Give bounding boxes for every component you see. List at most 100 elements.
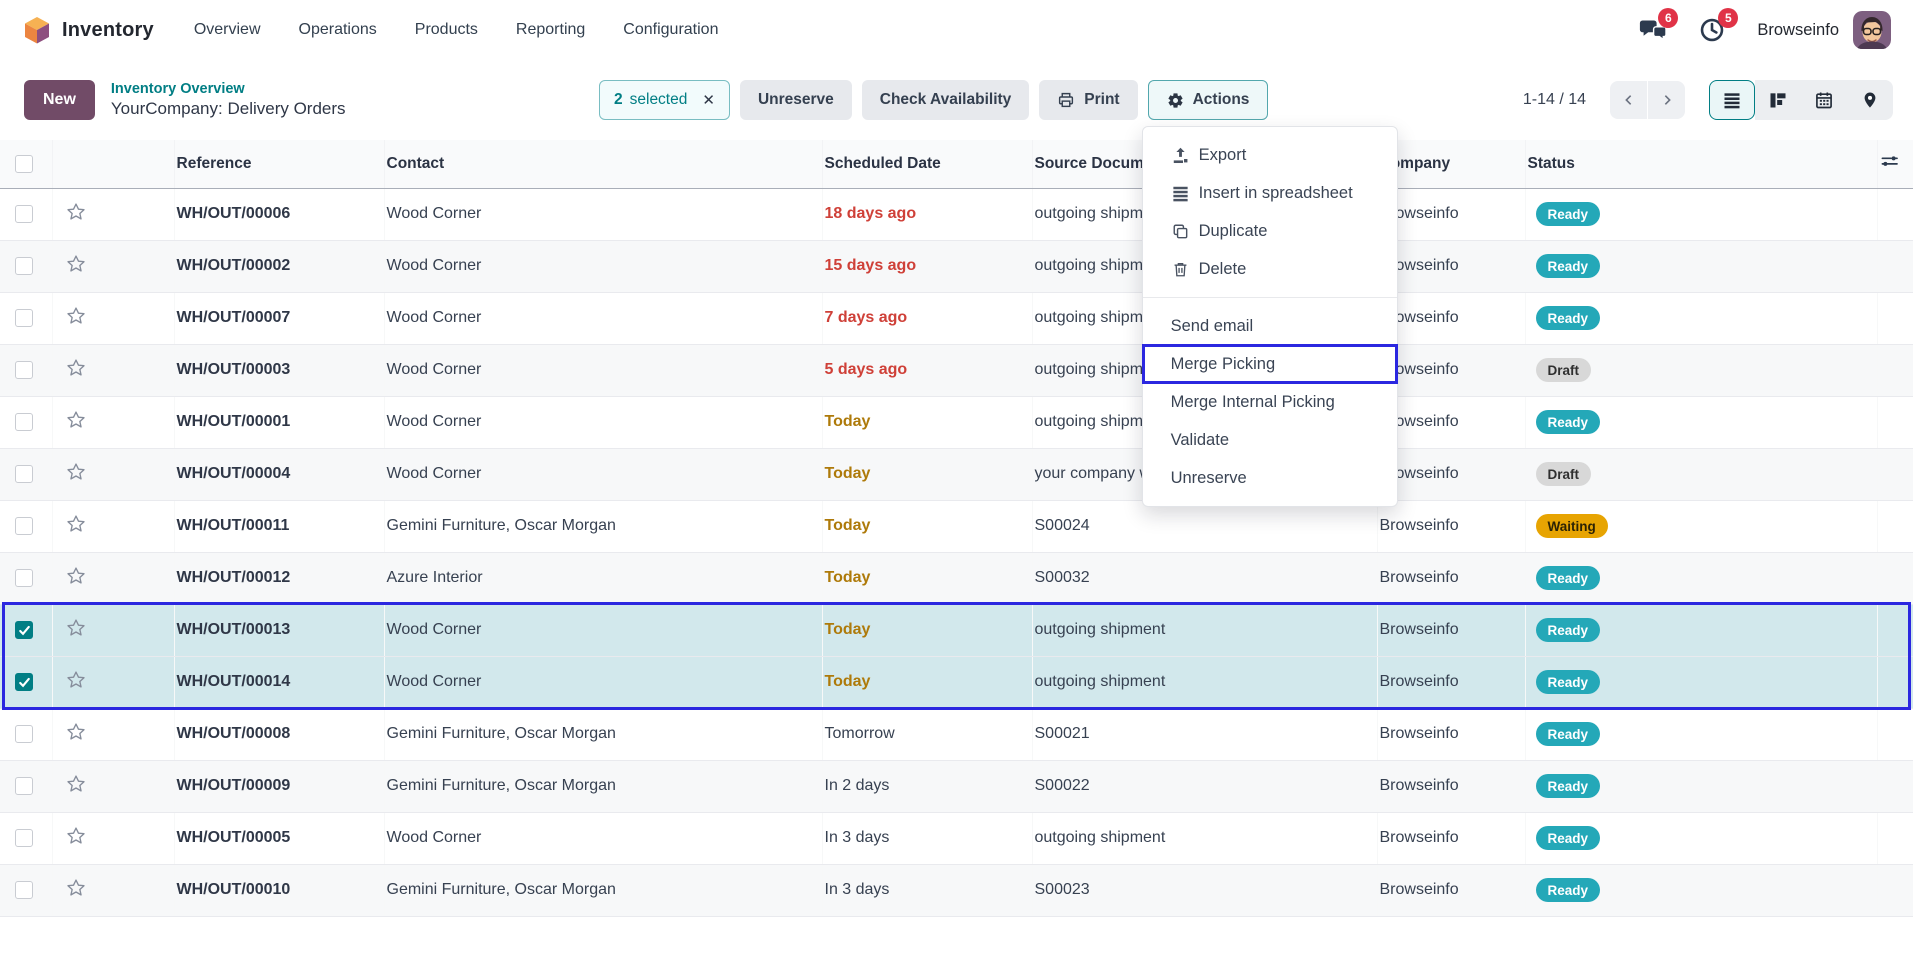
row-checkbox[interactable] (15, 829, 33, 847)
row-checkbox[interactable] (15, 569, 33, 587)
activities-count-badge: 5 (1718, 8, 1739, 28)
optional-columns-button[interactable] (1877, 140, 1913, 189)
menu-item-validate[interactable]: Validate (1143, 421, 1397, 459)
favorite-star-icon[interactable] (65, 617, 87, 639)
table-row[interactable]: WH/OUT/00009 Gemini Furniture, Oscar Morg… (0, 760, 1913, 813)
unreserve-button[interactable]: Unreserve (739, 80, 852, 120)
pager-range[interactable]: 1-14 / 14 (1522, 91, 1586, 108)
row-checkbox[interactable] (15, 673, 33, 691)
favorite-star-icon[interactable] (65, 305, 87, 327)
table-row[interactable]: WH/OUT/00012 Azure Interior Today S00032 Bro… (0, 552, 1913, 605)
row-checkbox[interactable] (15, 517, 33, 535)
row-checkbox[interactable] (15, 309, 33, 327)
cell-scheduled-date: 7 days ago (822, 292, 1032, 345)
table-row[interactable]: WH/OUT/00002 Wood Corner 15 days ago outgoi… (0, 240, 1913, 293)
messages-button[interactable]: 6 (1637, 8, 1679, 45)
column-header-reference[interactable]: Reference (174, 140, 384, 189)
column-header-company[interactable]: Company (1377, 140, 1525, 189)
favorite-star-icon[interactable] (65, 825, 87, 847)
row-checkbox[interactable] (15, 413, 33, 431)
nav-menu-reporting[interactable]: Reporting (515, 21, 586, 38)
table-row[interactable]: WH/OUT/00007 Wood Corner 7 days ago outgoin… (0, 292, 1913, 345)
cell-scheduled-date: 18 days ago (822, 188, 1032, 241)
control-panel: New Inventory Overview YourCompany: Deli… (0, 60, 1913, 507)
cell-status: Ready (1525, 552, 1877, 605)
menu-item-insert-in-spreadsheet[interactable]: Insert in spreadsheet (1143, 174, 1397, 212)
row-checkbox[interactable] (15, 725, 33, 743)
menu-item-label: Validate (1170, 430, 1229, 449)
calendar-view-button[interactable] (1801, 80, 1847, 120)
select-all-checkbox[interactable] (15, 154, 33, 173)
menu-item-export[interactable]: Export (1143, 136, 1397, 174)
favorite-star-icon[interactable] (65, 565, 87, 587)
user-menu[interactable]: Browseinfo (1757, 11, 1891, 49)
print-button[interactable]: Print (1039, 80, 1138, 120)
row-checkbox[interactable] (15, 881, 33, 899)
cell-contact: Gemini Furniture, Oscar Morgan (384, 760, 822, 813)
favorite-star-icon[interactable] (65, 513, 87, 535)
cell-scheduled-date: 15 days ago (822, 240, 1032, 293)
clear-selection-icon[interactable]: ✕ (702, 92, 715, 109)
row-checkbox[interactable] (15, 465, 33, 483)
nav-menu-products[interactable]: Products (414, 21, 478, 38)
pager-next-button[interactable] (1648, 81, 1685, 119)
table-row[interactable]: WH/OUT/00008 Gemini Furniture, Oscar Morg… (0, 708, 1913, 761)
favorite-star-icon[interactable] (65, 461, 87, 483)
menu-item-unreserve[interactable]: Unreserve (1143, 459, 1397, 497)
menu-item-merge-internal-picking[interactable]: Merge Internal Picking (1143, 383, 1397, 421)
table-row[interactable]: WH/OUT/00014 Wood Corner Today outgoing shi… (0, 656, 1913, 709)
favorite-star-icon[interactable] (65, 669, 87, 691)
check-availability-button[interactable]: Check Availability (861, 80, 1030, 120)
table-row[interactable]: WH/OUT/00013 Wood Corner Today outgoing shi… (0, 604, 1913, 657)
nav-menu-overview[interactable]: Overview (193, 21, 261, 38)
cell-company: Browseinfo (1377, 448, 1525, 501)
row-checkbox[interactable] (15, 257, 33, 275)
table-row[interactable]: WH/OUT/00006 Wood Corner 18 days ago outgoi… (0, 188, 1913, 241)
row-checkbox[interactable] (15, 777, 33, 795)
row-checkbox[interactable] (15, 621, 33, 639)
app-switcher[interactable]: Inventory (22, 15, 154, 45)
kanban-view-button[interactable] (1755, 80, 1801, 120)
actions-button[interactable]: Actions (1147, 80, 1269, 120)
top-navbar: Inventory Overview Operations Products Repo… (0, 0, 1913, 60)
cell-contact: Azure Interior (384, 552, 822, 605)
menu-item-duplicate[interactable]: Duplicate (1143, 212, 1397, 250)
table-row[interactable]: WH/OUT/00003 Wood Corner 5 days ago outgoin… (0, 344, 1913, 397)
table-header-row: Reference Contact Scheduled Date Source Doc… (0, 140, 1913, 189)
menu-item-merge-picking[interactable]: Merge Picking (1141, 344, 1398, 384)
column-header-contact[interactable]: Contact (384, 140, 822, 189)
menu-item-delete[interactable]: Delete (1143, 250, 1397, 288)
pager-previous-button[interactable] (1610, 81, 1647, 119)
favorite-star-icon[interactable] (65, 253, 87, 275)
favorite-star-icon[interactable] (65, 357, 87, 379)
table-row[interactable]: WH/OUT/00010 Gemini Furniture, Oscar Morg… (0, 864, 1913, 917)
table-row[interactable]: WH/OUT/00004 Wood Corner Today your company… (0, 448, 1913, 501)
breadcrumb-link[interactable]: Inventory Overview (110, 81, 245, 98)
row-checkbox[interactable] (15, 205, 33, 223)
inventory-app-icon (22, 15, 52, 45)
table-row[interactable]: WH/OUT/00001 Wood Corner Today outgoing shi… (0, 396, 1913, 449)
new-button[interactable]: New (24, 80, 95, 120)
table-row[interactable]: WH/OUT/00011 Gemini Furniture, Oscar Morg… (0, 500, 1913, 553)
cell-scheduled-date: In 3 days (822, 812, 1032, 865)
menu-item-send-email[interactable]: Send email (1143, 307, 1397, 345)
column-header-status[interactable]: Status (1525, 140, 1877, 189)
cell-scheduled-date: Today (822, 500, 1032, 553)
table-row[interactable]: WH/OUT/00005 Wood Corner In 3 days outgoing… (0, 812, 1913, 865)
row-checkbox[interactable] (15, 361, 33, 379)
map-pin-icon (1861, 90, 1879, 110)
list-view-button[interactable] (1709, 80, 1755, 120)
favorite-star-icon[interactable] (65, 721, 87, 743)
favorite-star-icon[interactable] (65, 409, 87, 431)
favorite-star-icon[interactable] (65, 773, 87, 795)
nav-menu-configuration[interactable]: Configuration (623, 21, 719, 38)
nav-menu-operations[interactable]: Operations (298, 21, 377, 38)
cell-status: Ready (1525, 864, 1877, 917)
activities-button[interactable]: 5 (1697, 8, 1739, 45)
column-header-scheduled-date[interactable]: Scheduled Date (822, 140, 1032, 189)
cell-company: Browseinfo (1377, 500, 1525, 553)
favorite-star-icon[interactable] (65, 201, 87, 223)
calendar-view-icon (1814, 90, 1834, 110)
favorite-star-icon[interactable] (65, 877, 87, 899)
map-view-button[interactable] (1847, 80, 1893, 120)
